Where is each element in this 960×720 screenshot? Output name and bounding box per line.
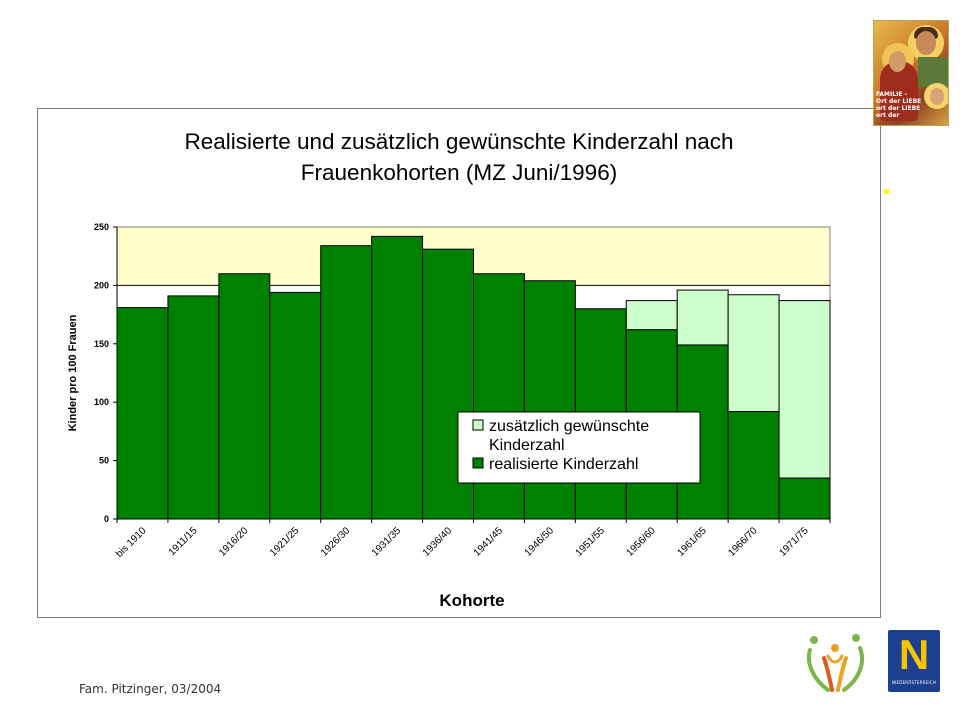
legend-swatch-0 [472,419,484,431]
y-tick-label-1: 50 [99,456,109,466]
x-axis-title: Kohorte [439,591,504,610]
icon-caption-line: FAMILIE - [876,91,907,98]
bar-realized-2 [218,273,271,520]
bar-realized-12 [727,411,780,520]
family-figures-logo [807,634,864,692]
x-tick-label-4: 1926/30 [319,525,353,559]
x-tick-label-9: 1951/55 [574,525,608,559]
noe-caption: NIEDERÖSTERREICH [891,680,936,685]
legend-swatch-1 [472,457,484,469]
bar-additional-10 [625,300,678,331]
decorative-dot [884,189,889,194]
icon-caption-line: ort der [876,112,900,119]
y-tick-label-5: 250 [94,222,109,232]
y-tick-label-3: 150 [94,339,109,349]
bar-realized-13 [778,477,831,520]
x-tick-label-12: 1966/70 [726,525,760,559]
icon-caption: FAMILIE - Ort der LIEBE ort der LIEBE or… [876,91,936,119]
icon-caption-line: ort der LIEBE [876,105,921,112]
y-tick-label-2: 100 [94,397,109,407]
chart-title-line-2: Frauenkohorten (MZ Juni/1996) [300,160,618,185]
x-tick-label-13: 1971/75 [777,525,811,559]
x-tick-label-5: 1931/35 [370,525,404,559]
bar-realized-3 [269,291,322,520]
holy-family-icon: FAMILIE - Ort der LIEBE ort der LIEBE or… [873,20,949,126]
noe-letter: N [898,631,930,678]
bar-realized-5 [371,235,424,520]
x-tick-label-10: 1956/60 [625,525,659,559]
x-tick-label-0: bis 1910 [114,525,149,560]
x-tick-label-8: 1946/50 [523,525,557,559]
x-tick-label-11: 1961/65 [675,525,709,559]
footer-credit: Fam. Pitzinger, 03/2004 [79,682,222,696]
icon-caption-line: Ort der LIEBE [876,98,922,105]
noe-logo: N NIEDERÖSTERREICH [888,630,940,692]
x-tick-label-6: 1936/40 [421,525,455,559]
bar-realized-0 [116,307,169,520]
x-tick-label-3: 1921/25 [268,525,302,559]
y-tick-label-0: 0 [104,514,109,524]
x-tick-label-2: 1916/20 [217,525,251,559]
x-tick-label-1: 1911/15 [167,525,200,558]
chart-title: Realisierte und zusätzlich gewünschte Ki… [37,126,881,188]
bar-additional-13 [778,300,831,479]
legend-box [457,411,701,484]
bar-realized-4 [320,245,373,520]
bar-additional-11 [676,289,729,346]
chart-title-line-1: Realisierte und zusätzlich gewünschte Ki… [184,129,734,154]
legend-label-0: zusätzlich gewünschte [489,418,649,435]
legend: zusätzlich gewünschte Kinderzahl realisier… [457,411,701,484]
y-axis-title: Kinder pro 100 Frauen [67,314,79,431]
x-tick-label-7: 1941/45 [472,525,506,559]
legend-label-1: realisierte Kinderzahl [489,456,638,473]
bar-realized-1 [167,295,220,520]
legend-label-0: Kinderzahl [489,437,565,454]
bar-additional-12 [727,294,780,413]
y-tick-label-4: 200 [94,280,109,290]
